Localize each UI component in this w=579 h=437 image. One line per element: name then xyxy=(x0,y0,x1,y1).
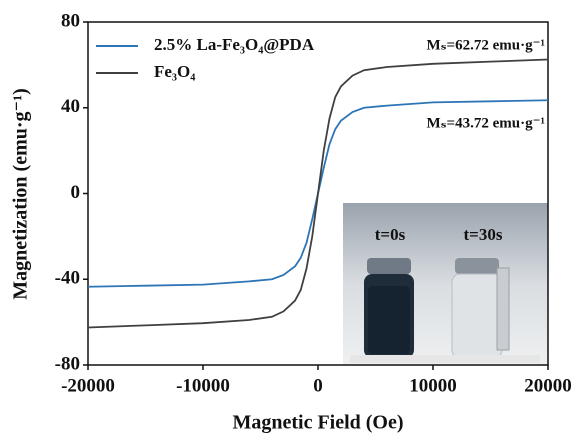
x-tick-label: 10000 xyxy=(409,375,457,396)
legend-label: Fe₃O₄ xyxy=(154,62,195,81)
x-axis-title: Magnetic Field (Oe) xyxy=(232,412,403,434)
x-tick-label: -10000 xyxy=(176,375,230,396)
y-tick-label: 0 xyxy=(71,182,81,203)
x-tick-label: 20000 xyxy=(524,375,572,396)
inset-label: t=30s xyxy=(464,225,503,244)
inset-label: t=0s xyxy=(375,225,406,244)
x-tick-label: 0 xyxy=(313,375,323,396)
legend-label: 2.5% La-Fe₃O₄@PDA xyxy=(154,35,315,54)
x-tick-label: -20000 xyxy=(61,375,115,396)
y-tick-label: -80 xyxy=(55,353,80,374)
annotation: Mₛ=62.72 emu·g⁻¹ xyxy=(426,37,545,53)
annotation: Mₛ=43.72 emu·g⁻¹ xyxy=(426,115,545,131)
y-tick-label: -40 xyxy=(55,268,80,289)
inset-photo xyxy=(343,203,548,365)
y-tick-label: 40 xyxy=(61,96,80,117)
y-tick-label: 80 xyxy=(61,10,80,31)
series-line xyxy=(87,58,549,329)
y-axis-title: Magnetization (emu·g⁻¹) xyxy=(10,88,32,300)
